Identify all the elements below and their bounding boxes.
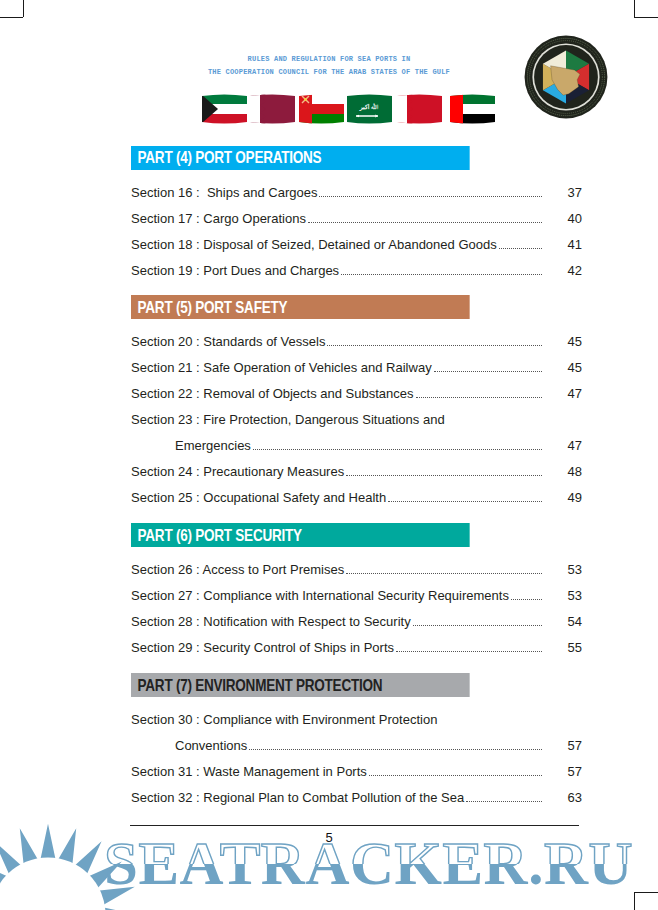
svg-text:ﷲ اكبر: ﷲ اكبر <box>359 103 378 111</box>
